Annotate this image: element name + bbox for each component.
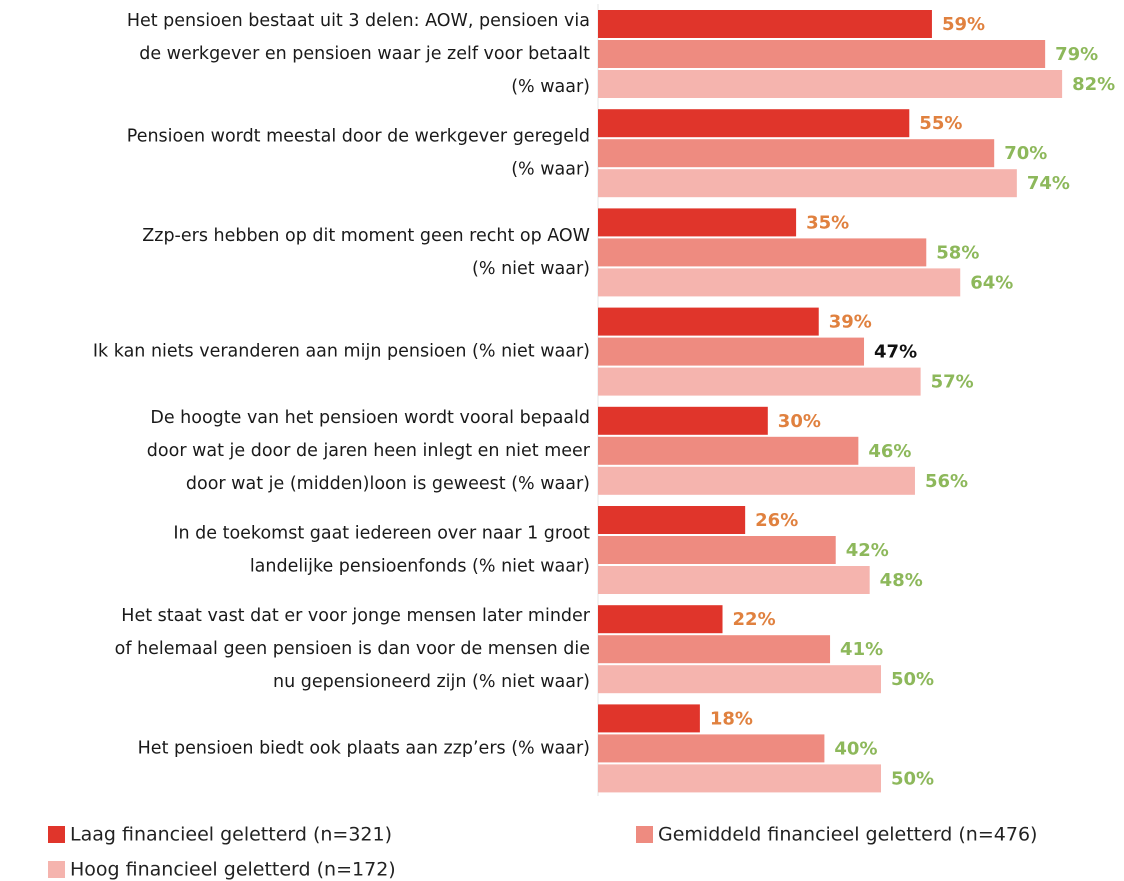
value-label: 79% bbox=[1055, 44, 1098, 65]
value-label: 59% bbox=[942, 14, 985, 35]
bar bbox=[598, 605, 723, 634]
value-label: 42% bbox=[846, 540, 889, 561]
value-label: 64% bbox=[970, 272, 1013, 293]
bar bbox=[598, 764, 881, 793]
bar bbox=[598, 109, 910, 138]
value-label: 50% bbox=[891, 669, 934, 690]
bar bbox=[598, 466, 915, 495]
legend-label: Laag financieel geletterd (n=321) bbox=[70, 824, 392, 846]
bar bbox=[598, 40, 1046, 68]
category-label: Het staat vast dat er voor jonge mensen … bbox=[121, 606, 591, 626]
value-label: 22% bbox=[733, 609, 776, 630]
category-label: door wat je (midden)loon is geweest (% w… bbox=[186, 474, 590, 494]
bar bbox=[598, 337, 865, 366]
bar bbox=[598, 307, 819, 336]
category-label: Zzp-ers hebben op dit moment geen recht … bbox=[142, 226, 590, 246]
value-label: 40% bbox=[834, 738, 877, 759]
value-label: 35% bbox=[806, 212, 849, 233]
value-label: 82% bbox=[1072, 74, 1115, 95]
bar bbox=[598, 268, 961, 297]
category-label: landelijke pensioenfonds (% niet waar) bbox=[250, 557, 590, 577]
legend-swatch bbox=[48, 861, 65, 878]
value-label: 74% bbox=[1027, 173, 1070, 194]
value-label: 47% bbox=[874, 342, 917, 363]
category-label: (% waar) bbox=[511, 160, 590, 180]
bar bbox=[598, 704, 700, 733]
bar bbox=[598, 566, 870, 594]
value-label: 46% bbox=[868, 441, 911, 462]
category-label: De hoogte van het pensioen wordt vooral … bbox=[150, 408, 590, 428]
category-label: Ik kan niets veranderen aan mijn pensioe… bbox=[93, 342, 590, 362]
category-label: (% niet waar) bbox=[472, 259, 590, 279]
value-label: 26% bbox=[755, 510, 798, 531]
bar bbox=[598, 208, 797, 237]
bar bbox=[598, 169, 1017, 198]
bar bbox=[598, 635, 831, 664]
value-label: 50% bbox=[891, 768, 934, 789]
bar bbox=[598, 139, 995, 168]
category-label: de werkgever en pensioen waar je zelf vo… bbox=[139, 44, 590, 64]
bar bbox=[598, 665, 881, 694]
value-label: 39% bbox=[829, 312, 872, 333]
category-label: Het pensioen bestaat uit 3 delen: AOW, p… bbox=[127, 11, 590, 31]
bar bbox=[598, 70, 1063, 98]
value-label: 57% bbox=[931, 372, 974, 393]
value-label: 58% bbox=[936, 242, 979, 263]
value-label: 55% bbox=[919, 113, 962, 134]
bar bbox=[598, 367, 921, 396]
bar bbox=[598, 436, 859, 465]
category-label: of helemaal geen pensioen is dan voor de… bbox=[115, 639, 590, 659]
bar bbox=[598, 238, 927, 267]
bar bbox=[598, 10, 932, 38]
bar bbox=[598, 506, 746, 534]
value-label: 70% bbox=[1004, 143, 1047, 164]
bar bbox=[598, 734, 825, 763]
legend-swatch bbox=[636, 826, 653, 843]
category-label: nu gepensioneerd zijn (% niet waar) bbox=[273, 672, 590, 692]
value-label: 30% bbox=[778, 411, 821, 432]
value-label: 41% bbox=[840, 639, 883, 660]
legend-swatch bbox=[48, 826, 65, 843]
category-label: (% waar) bbox=[511, 77, 590, 97]
value-label: 48% bbox=[880, 570, 923, 591]
category-label: Het pensioen biedt ook plaats aan zzp’er… bbox=[138, 738, 590, 758]
category-label: door wat je door de jaren heen inlegt en… bbox=[147, 441, 591, 461]
value-label: 18% bbox=[710, 708, 753, 729]
legend-label: Hoog financieel geletterd (n=172) bbox=[70, 859, 396, 881]
legend-label: Gemiddeld financieel geletterd (n=476) bbox=[658, 824, 1037, 846]
category-label: In de toekomst gaat iedereen over naar 1… bbox=[173, 524, 590, 544]
bar bbox=[598, 536, 836, 564]
bar bbox=[598, 406, 768, 435]
category-label: Pensioen wordt meestal door de werkgever… bbox=[127, 127, 590, 147]
value-label: 56% bbox=[925, 471, 968, 492]
